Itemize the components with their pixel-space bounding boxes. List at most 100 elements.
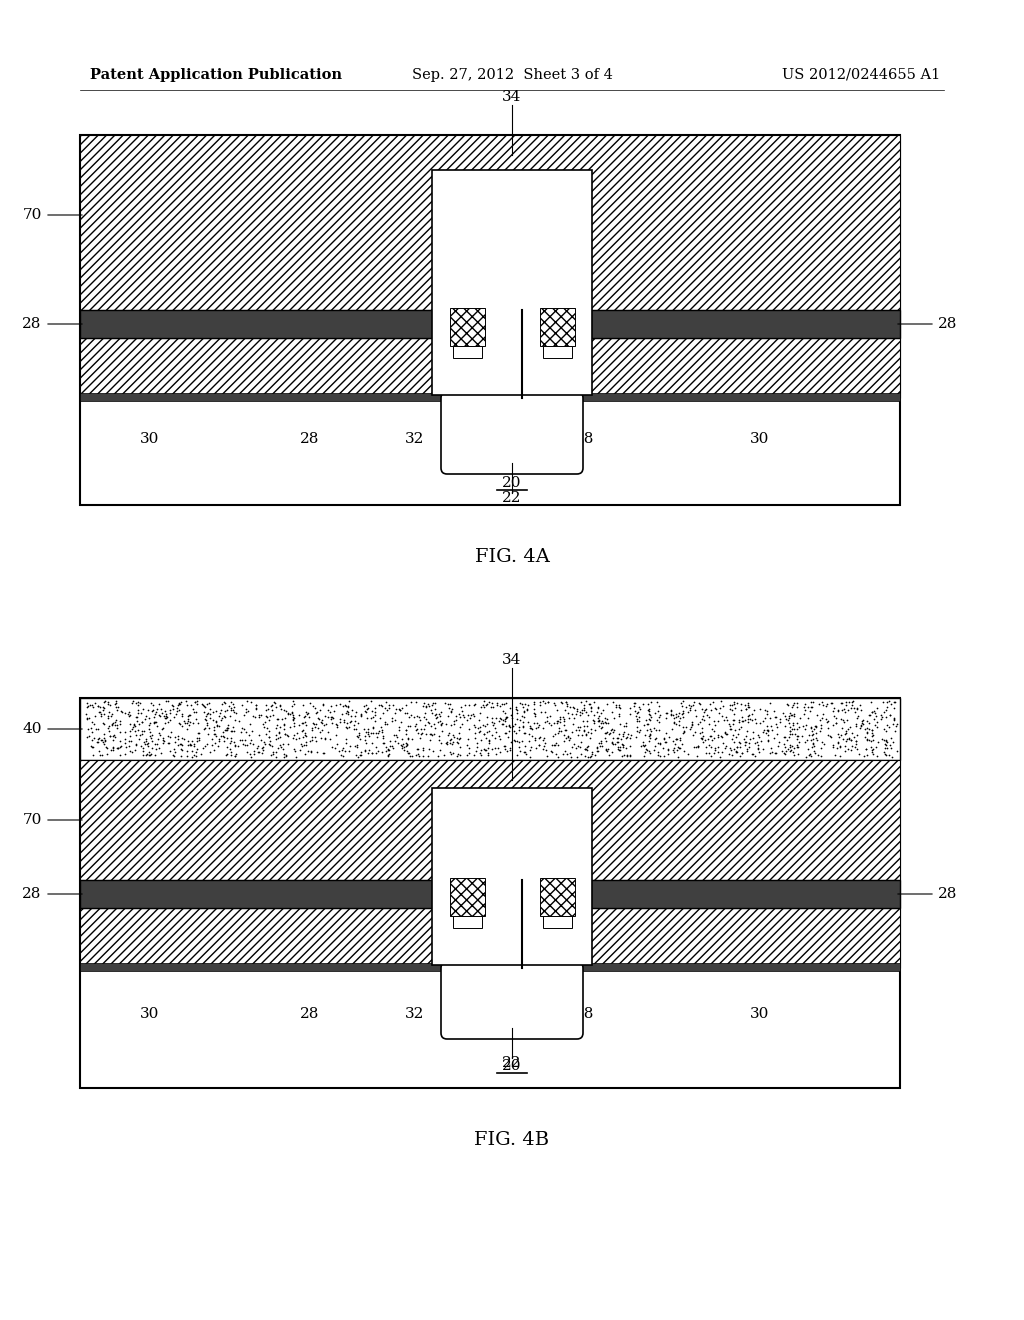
Point (466, 694, 482, 715)
Bar (450, 308, 485, 346)
Point (572, 692, 589, 713)
Point (202, 708, 218, 729)
Point (117, 743, 133, 764)
Point (527, 705, 544, 726)
Point (518, 698, 535, 719)
Point (268, 742, 285, 763)
Point (174, 706, 190, 727)
Point (516, 722, 532, 743)
Point (140, 708, 157, 729)
Point (728, 742, 744, 763)
Text: 28: 28 (23, 887, 42, 902)
Point (873, 729, 890, 750)
Point (126, 721, 142, 742)
Point (399, 702, 416, 723)
Point (622, 727, 638, 748)
Point (309, 718, 326, 739)
Point (278, 723, 294, 744)
Point (407, 706, 423, 727)
Point (234, 694, 251, 715)
Point (267, 693, 284, 714)
Point (240, 734, 256, 755)
Point (790, 726, 806, 747)
Point (399, 729, 416, 750)
Point (350, 713, 367, 734)
Point (195, 737, 211, 758)
Point (549, 700, 565, 721)
Point (85, 696, 101, 717)
Point (883, 693, 899, 714)
Point (312, 727, 329, 748)
Point (504, 704, 520, 725)
Point (801, 744, 817, 766)
Point (499, 706, 515, 727)
Point (483, 738, 500, 759)
Point (636, 714, 652, 735)
Point (657, 702, 674, 723)
Point (432, 710, 449, 731)
Point (803, 692, 819, 713)
Point (174, 727, 190, 748)
Point (361, 726, 378, 747)
Point (702, 700, 719, 721)
Point (221, 696, 238, 717)
Point (847, 702, 863, 723)
Point (746, 700, 763, 721)
Point (337, 694, 353, 715)
Point (99, 738, 116, 759)
Point (106, 714, 123, 735)
Point (829, 738, 846, 759)
Point (255, 713, 271, 734)
Point (740, 696, 757, 717)
Point (804, 725, 820, 746)
Point (307, 717, 324, 738)
Point (449, 746, 465, 767)
Point (348, 701, 365, 722)
Point (690, 693, 707, 714)
Point (409, 705, 425, 726)
Point (520, 711, 537, 733)
Point (497, 709, 513, 730)
Point (451, 723, 467, 744)
Point (220, 714, 237, 735)
Point (795, 725, 811, 746)
Point (239, 690, 255, 711)
Point (450, 733, 466, 754)
Point (737, 698, 754, 719)
Point (602, 722, 618, 743)
Point (666, 704, 682, 725)
Point (879, 690, 895, 711)
Point (286, 725, 302, 746)
Point (301, 706, 317, 727)
Point (863, 702, 880, 723)
Point (575, 721, 592, 742)
Point (671, 714, 687, 735)
Point (188, 727, 205, 748)
Point (473, 730, 489, 751)
Point (580, 746, 596, 767)
Point (568, 737, 585, 758)
Bar (543, 346, 572, 358)
Point (282, 715, 298, 737)
Point (199, 705, 215, 726)
Point (663, 700, 679, 721)
Point (166, 746, 182, 767)
Point (188, 690, 205, 711)
Point (540, 710, 556, 731)
Point (827, 708, 844, 729)
Point (670, 737, 686, 758)
Point (236, 718, 252, 739)
Point (872, 708, 889, 729)
Point (711, 702, 727, 723)
Point (238, 702, 254, 723)
Bar (432, 170, 592, 395)
Point (384, 708, 400, 729)
Point (622, 704, 638, 725)
Point (349, 726, 366, 747)
Point (96, 723, 113, 744)
Point (131, 693, 147, 714)
Point (178, 690, 195, 711)
Point (381, 743, 397, 764)
Point (876, 701, 892, 722)
Point (775, 702, 792, 723)
